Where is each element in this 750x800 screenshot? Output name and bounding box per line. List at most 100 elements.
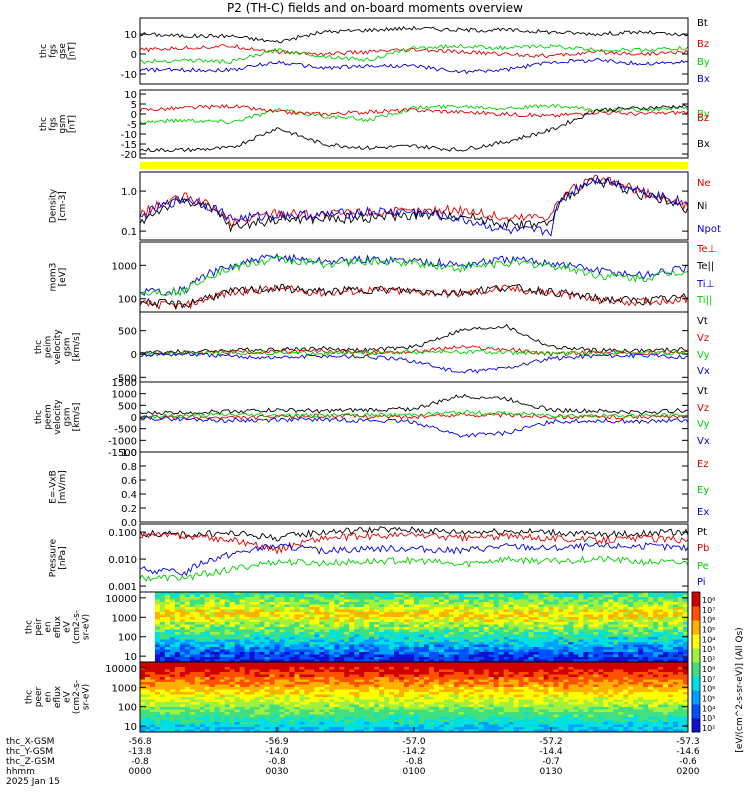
spectrogram-cell: [159, 677, 166, 680]
spectrogram-cell: [159, 717, 166, 720]
spectrogram-cell: [384, 614, 390, 618]
spectrogram-cell: [279, 687, 285, 690]
spectrogram-cell: [244, 644, 251, 648]
spectrogram-cell: [349, 729, 355, 733]
spectrogram-cell: [359, 702, 365, 705]
spectrogram-cell: [374, 729, 380, 733]
spectrogram-cell: [279, 727, 285, 730]
spectrogram-cell: [433, 722, 440, 725]
spectrogram-cell: [194, 702, 201, 705]
spectrogram-cell: [428, 724, 435, 728]
spectrogram-cell: [543, 644, 550, 648]
spectrogram-cell: [608, 629, 614, 633]
spectrogram-cell: [438, 677, 445, 680]
spectrogram-cell: [244, 659, 251, 663]
spectrogram-cell: [244, 652, 251, 655]
spectrogram-cell: [508, 599, 515, 603]
spectrogram-cell: [319, 662, 325, 665]
spectrogram-cell: [259, 629, 266, 633]
spectrogram-cell: [364, 639, 370, 643]
spectrogram-cell: [399, 614, 405, 618]
spectrogram-cell: [219, 594, 226, 598]
spectrogram-cell: [404, 664, 410, 668]
spectrogram-cell: [209, 674, 216, 678]
spectrogram-cell: [394, 619, 400, 623]
spectrogram-cell: [523, 602, 530, 605]
spectrogram-cell: [438, 692, 445, 695]
spectrogram-cell: [249, 624, 256, 628]
spectrogram-cell: [299, 649, 305, 653]
spectrogram-cell: [364, 669, 370, 673]
spectrogram-cell: [563, 597, 569, 600]
spectrogram-cell: [344, 612, 350, 615]
spectrogram-cell: [364, 617, 370, 620]
spectrogram-cell: [304, 602, 310, 605]
spectrogram-cell: [548, 594, 554, 598]
spectrogram-cell: [613, 617, 619, 620]
spectrogram-cell: [219, 637, 226, 640]
spectrogram-cell: [503, 592, 510, 595]
spectrogram-cell: [528, 617, 535, 620]
spectrogram-cell: [249, 709, 256, 713]
spectrogram-cell: [304, 722, 310, 725]
spectrogram-cell: [483, 659, 490, 663]
spectrogram-cell: [364, 632, 370, 635]
spectrogram-cell: [214, 599, 221, 603]
spectrogram-cell: [309, 619, 315, 623]
spectrogram-cell: [209, 689, 216, 693]
spectrogram-cell: [399, 599, 405, 603]
spectrogram-cell: [154, 667, 161, 670]
spectrogram-cell: [184, 722, 191, 725]
spectrogram-cell: [289, 709, 295, 713]
spectrogram-cell: [508, 639, 515, 643]
spectrogram-cell: [344, 657, 350, 660]
spectrogram-cell: [418, 699, 425, 703]
spectrogram-cell: [588, 629, 594, 633]
spectrogram-cell: [304, 684, 310, 688]
spectrogram-cell: [264, 702, 271, 705]
spectrogram-cell: [369, 617, 375, 620]
spectrogram-cell: [404, 644, 410, 648]
spectrogram-cell: [379, 617, 385, 620]
spectrogram-cell: [304, 659, 310, 663]
spectrogram-cell: [259, 679, 266, 683]
spectrogram-cell: [543, 597, 550, 600]
spectrogram-cell: [294, 699, 300, 703]
spectrogram-cell: [269, 617, 276, 620]
spectrogram-cell: [349, 649, 355, 653]
spectrogram-cell: [229, 614, 236, 618]
spectrogram-cell: [269, 604, 276, 608]
spectrogram-cell: [294, 647, 300, 650]
spectrogram-cell: [568, 639, 574, 643]
spectrogram-cell: [274, 642, 280, 645]
spectrogram-cell: [209, 599, 216, 603]
spectrogram-cell: [344, 622, 350, 625]
spectrogram-cell: [339, 642, 345, 645]
spectrogram-cell: [418, 684, 425, 688]
spectrogram-cell: [229, 719, 236, 723]
spectrogram-cell: [324, 729, 330, 733]
spectrogram-cell: [593, 659, 599, 663]
spectrogram-cell: [184, 627, 191, 630]
y-axis-label: fgs: [48, 117, 58, 131]
spectrogram-cell: [289, 619, 295, 623]
spectrogram-cell: [204, 607, 211, 610]
spectrogram-cell: [518, 609, 525, 613]
spectrogram-cell: [309, 667, 315, 670]
spectrogram-cell: [234, 634, 241, 638]
spectrogram-cell: [314, 669, 320, 673]
spectrogram-cell: [384, 692, 390, 695]
spectrogram-cell: [274, 592, 280, 595]
spectrogram-cell: [503, 637, 510, 640]
spectrogram-cell: [394, 702, 400, 705]
spectrogram-cell: [159, 722, 166, 725]
spectrogram-cell: [219, 647, 226, 650]
spectrogram-cell: [399, 622, 405, 625]
y-tick-label: -500: [114, 425, 137, 436]
spectrogram-cell: [453, 694, 460, 698]
spectrogram-cell: [324, 694, 330, 698]
spectrogram-cell: [513, 644, 520, 648]
spectrogram-cell: [314, 674, 320, 678]
spectrogram-cell: [588, 617, 594, 620]
spectrogram-cell: [264, 714, 271, 718]
